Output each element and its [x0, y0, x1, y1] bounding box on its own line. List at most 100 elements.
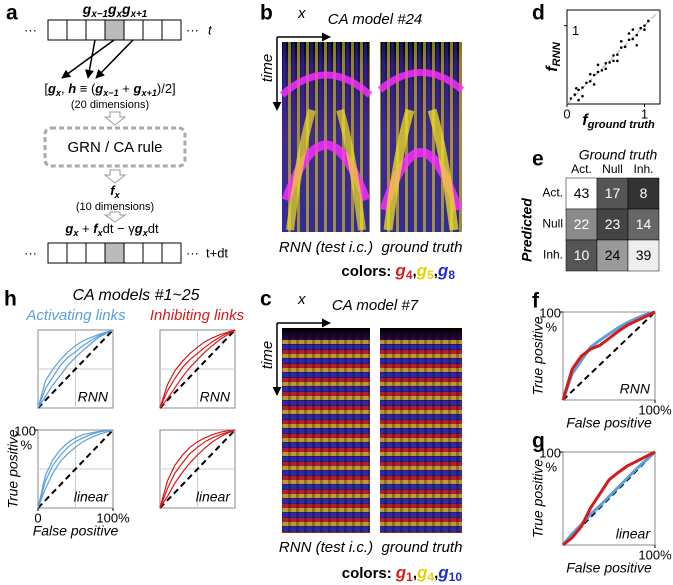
x-tick-label: 100%: [638, 402, 672, 417]
cell: [47, 242, 68, 264]
chart: RNN: [37, 329, 114, 409]
dims: (20 dimensions): [71, 99, 149, 111]
y-tick-label: 1: [572, 23, 579, 38]
x-tick-label: 0: [34, 510, 41, 525]
cell: [85, 242, 106, 264]
point: [619, 40, 623, 43]
formula-sub: x: [116, 9, 123, 20]
formula-sub: ground truth: [587, 119, 655, 131]
panel-c: c CA model #7 x time RNN (test i.c.) gro…: [259, 288, 462, 585]
table-title: Ground truth: [579, 147, 658, 163]
rule: GRN / CA rule: [67, 139, 162, 156]
corner-label: RNN: [78, 389, 109, 405]
panel-label: g: [532, 430, 545, 453]
formula-part: g: [133, 81, 142, 96]
y-axis-label: True positive: [530, 459, 546, 538]
arrow: [85, 39, 96, 79]
chart: linear: [159, 429, 236, 509]
dims: (10 dimensions): [76, 201, 154, 213]
y-axis-label: True positive: [5, 429, 21, 508]
point: [623, 45, 627, 49]
row-header: Inh.: [543, 248, 563, 262]
gene-sub: 10: [449, 570, 463, 584]
chart: 100% 100% linear False positive True positiv…: [530, 445, 672, 575]
roc-curve: [561, 310, 656, 401]
point: [643, 28, 646, 31]
cell: [161, 242, 182, 264]
y-tick-label: 100: [539, 445, 561, 460]
formula-sub: RNN: [551, 41, 563, 66]
formula-part: +: [78, 221, 93, 236]
x-axis-label: fground truth: [582, 112, 655, 131]
gene: g: [437, 563, 449, 582]
y-unit: %: [20, 437, 32, 452]
formula: gx + fxdt − γgxdt: [64, 221, 159, 238]
point: [588, 79, 592, 83]
diagonal: [562, 311, 656, 401]
gene: g: [394, 261, 406, 280]
roc-curve: [37, 329, 114, 409]
cell: [627, 177, 660, 210]
heatmap: [377, 42, 465, 232]
gene-sub: 4: [406, 268, 413, 282]
cell-value: 23: [605, 216, 621, 232]
gene-sub: 5: [427, 268, 434, 282]
corner-label: linear: [74, 489, 110, 505]
y-axis-label: True positive: [530, 316, 546, 395]
point: [592, 73, 596, 77]
roc-curve: [37, 329, 114, 409]
cell-value: 17: [605, 185, 621, 201]
point: [643, 24, 646, 27]
roc-curve: [561, 450, 657, 546]
chart: 0 100% 100% linear False positive True positi…: [5, 423, 130, 538]
formula-part: f: [544, 65, 561, 72]
gene: g: [416, 261, 428, 280]
formula-part: g: [82, 1, 92, 17]
cell: [596, 177, 629, 210]
plot-frame: [562, 311, 656, 401]
point: [600, 69, 604, 72]
panel-label: d: [532, 2, 545, 25]
column-header: Null: [602, 162, 623, 176]
legend-entry: Inhibiting links: [150, 307, 245, 324]
diagonal: [159, 329, 236, 409]
colors-label: colors:: [342, 565, 392, 582]
caption: RNN (test i.c.): [279, 539, 373, 556]
formula-part: g: [121, 1, 131, 17]
point: [608, 61, 611, 64]
x-tick-label: 0: [563, 106, 570, 121]
cell-value: 24: [605, 247, 621, 263]
chart: 100% 100% RNN False positive True positive: [530, 305, 672, 430]
time-label: t+dt: [206, 245, 228, 260]
panel-label: e: [532, 148, 544, 171]
cell-value: 39: [636, 247, 652, 263]
point: [647, 19, 650, 23]
formula-part: ,: [61, 81, 68, 96]
point: [569, 97, 573, 100]
time-label: time: [259, 54, 276, 82]
cell-value: 43: [574, 185, 590, 201]
ellipsis: ···: [186, 22, 199, 37]
cell: [66, 19, 87, 41]
separator: ,: [413, 565, 417, 582]
gene-sub: 8: [448, 268, 455, 282]
diagonal: [37, 429, 114, 509]
formula-part: f: [110, 183, 116, 198]
roc-curve: [159, 429, 236, 509]
formula-sub: x−1: [90, 9, 108, 20]
point: [573, 93, 577, 96]
caption: RNN (test i.c.): [279, 239, 373, 256]
point: [639, 26, 642, 30]
time-label: t: [208, 22, 213, 37]
arrow: [61, 39, 115, 79]
rule-box: [43, 126, 187, 168]
formula-part: [: [44, 81, 48, 96]
block-arrow: [103, 211, 127, 223]
panel-h: h CA models #1~25 Activating links Inhib…: [4, 287, 245, 324]
formula-sub: x−1: [102, 88, 118, 98]
roc-curve: [159, 429, 236, 509]
formula-sub: x: [114, 190, 121, 200]
row-header: Act.: [542, 186, 563, 200]
point: [616, 53, 619, 56]
roc-curve: [159, 329, 236, 409]
